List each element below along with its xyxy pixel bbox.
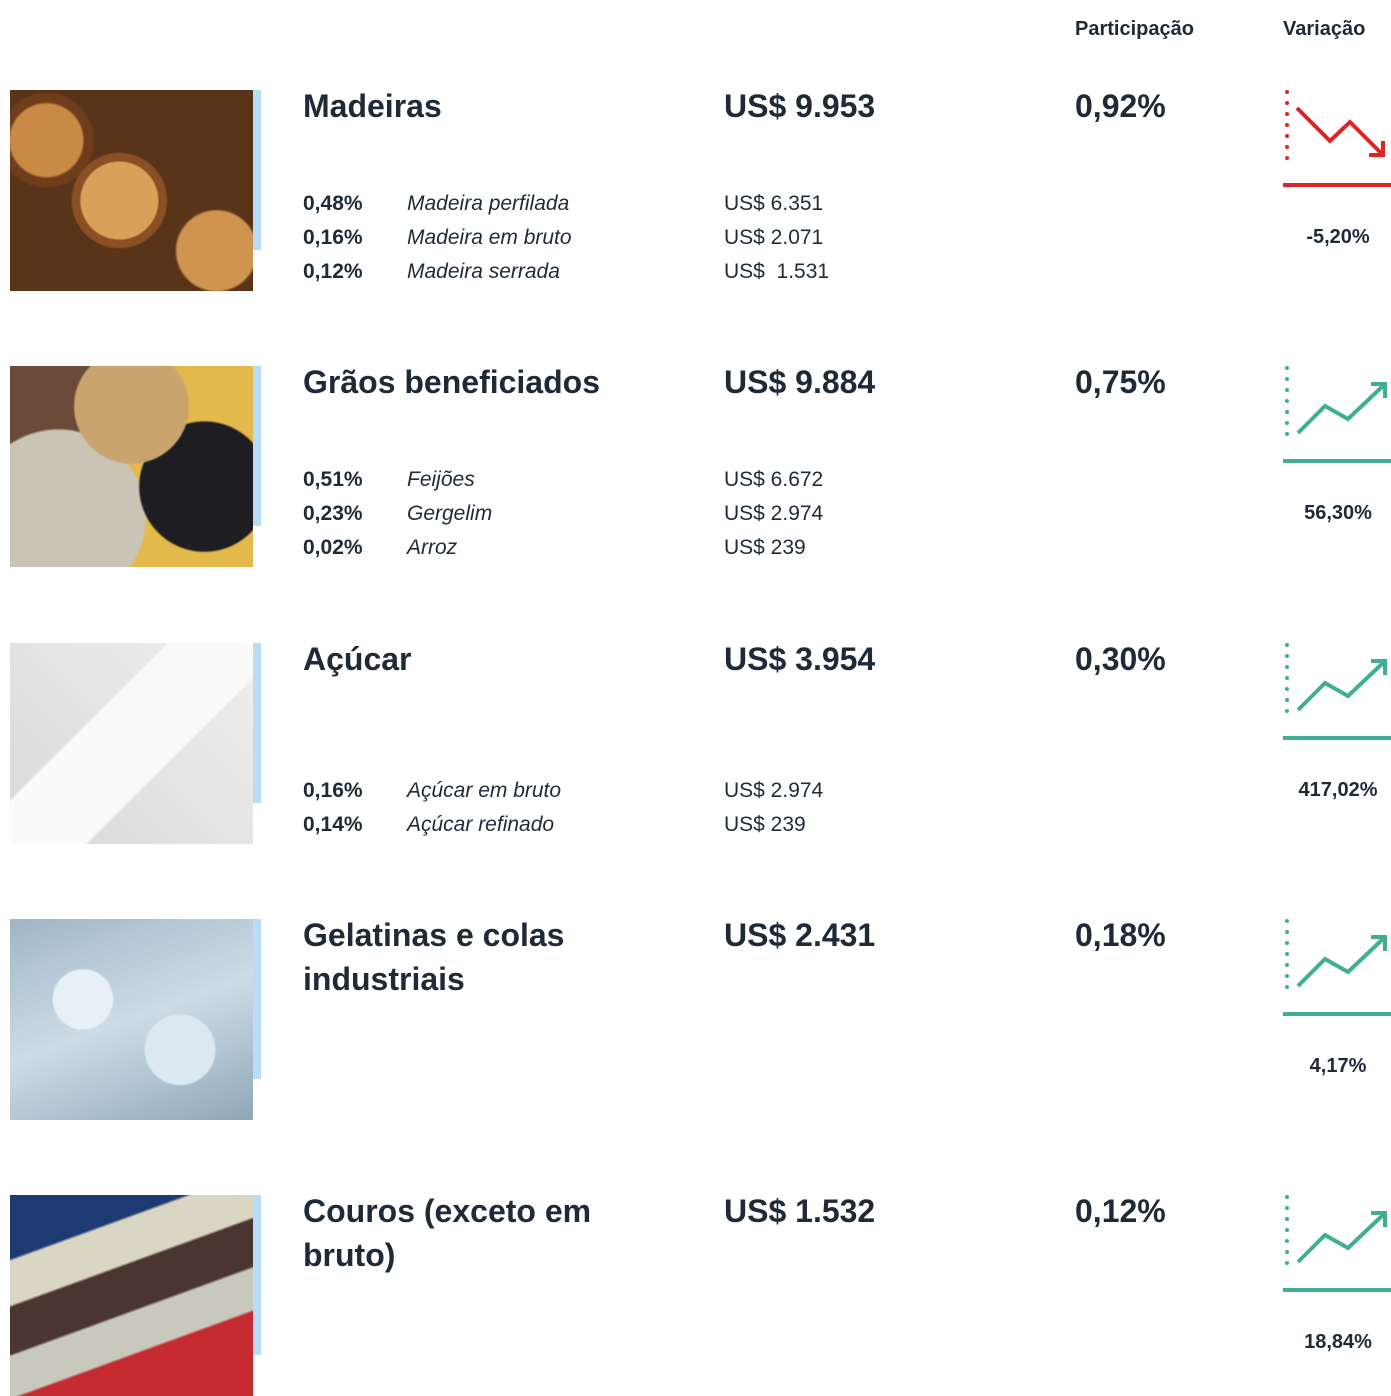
- item-share: 0,16%: [303, 778, 363, 802]
- product-variation: 4,17%: [1309, 1054, 1367, 1077]
- product-value: US$ 1.532: [724, 1193, 876, 1230]
- share-header: Participação: [1075, 18, 1194, 40]
- item-share: 0,51%: [303, 468, 363, 492]
- item-name: Madeira perfilada: [407, 192, 570, 215]
- variation-header: Variação: [1283, 18, 1366, 40]
- product-variation: 417,02%: [1298, 778, 1378, 801]
- trend-icon: [1283, 918, 1391, 1016]
- product-value: US$ 9.884: [724, 364, 876, 401]
- trend-icon: [1283, 642, 1391, 740]
- accent-bar: [253, 1195, 261, 1356]
- product-name: Gelatinas e colas industriais: [303, 916, 565, 997]
- product-share: 0,18%: [1075, 916, 1166, 953]
- item-value: US$ 2.974: [724, 778, 824, 802]
- item-name: Arroz: [407, 536, 458, 560]
- product-image: [10, 918, 253, 1120]
- item-share: 0,02%: [303, 536, 363, 560]
- accent-bar: [253, 918, 261, 1079]
- product-share: 0,92%: [1075, 88, 1166, 124]
- product-value: US$ 9.953: [724, 88, 876, 124]
- product-share: 0,75%: [1075, 364, 1166, 401]
- product-name: Couros (exceto em bruto): [303, 1193, 592, 1274]
- item-share: 0,48%: [303, 192, 363, 215]
- product-image: [10, 90, 253, 291]
- item-value: US$ 239: [724, 536, 806, 560]
- item-name: Açúcar refinado: [407, 812, 555, 836]
- product-name: Grãos beneficiados: [303, 364, 600, 401]
- item-name: Feijões: [407, 468, 475, 492]
- product-share: 0,30%: [1075, 640, 1166, 677]
- item-value: US$ 239: [724, 812, 806, 836]
- item-name: Gergelim: [407, 502, 493, 526]
- product-name: Madeiras: [303, 88, 442, 124]
- item-share: 0,23%: [303, 502, 363, 526]
- item-value: US$ 1.531: [724, 260, 830, 283]
- product-value: US$ 3.954: [724, 640, 876, 677]
- product-variation: 18,84%: [1304, 1331, 1372, 1354]
- item-name: Açúcar em bruto: [407, 778, 562, 802]
- item-share: 0,12%: [303, 260, 363, 283]
- trend-icon: [1283, 90, 1391, 187]
- item-name: Madeira serrada: [407, 260, 560, 283]
- product-image: [10, 642, 253, 844]
- product-value: US$ 2.431: [724, 916, 876, 953]
- item-value: US$ 2.071: [724, 226, 824, 249]
- accent-bar: [253, 366, 261, 527]
- product-variation: -5,20%: [1306, 226, 1370, 248]
- accent-bar: [253, 642, 261, 803]
- item-value: US$ 6.351: [724, 192, 824, 215]
- item-value: US$ 6.672: [724, 468, 824, 492]
- trend-icon: [1283, 1195, 1391, 1293]
- product-variation: 56,30%: [1304, 502, 1372, 525]
- product-image: [10, 366, 253, 568]
- product-image: [10, 1195, 253, 1396]
- product-name: Açúcar: [303, 640, 412, 677]
- accent-bar: [253, 90, 261, 250]
- item-value: US$ 2.974: [724, 502, 824, 526]
- item-share: 0,14%: [303, 812, 363, 836]
- item-name: Madeira em bruto: [407, 226, 572, 249]
- product-share: 0,12%: [1075, 1193, 1166, 1230]
- item-share: 0,16%: [303, 226, 363, 249]
- trend-icon: [1283, 366, 1391, 464]
